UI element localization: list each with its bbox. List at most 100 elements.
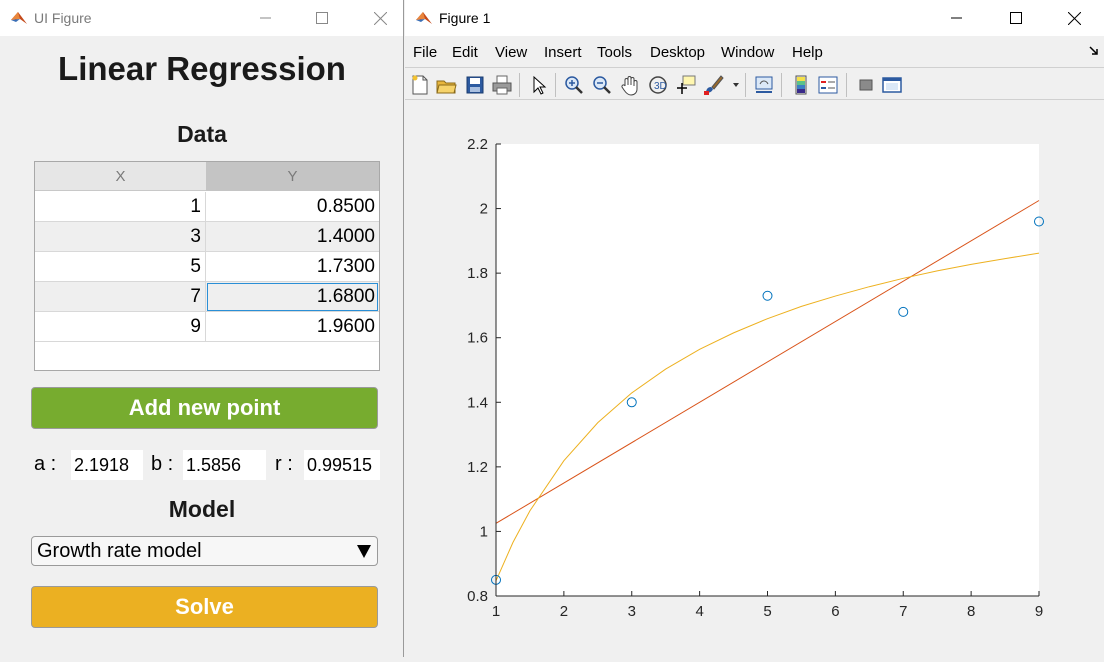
figure-window: Figure 1 File Edit View Insert Tools Des… xyxy=(405,0,1104,657)
x-tick-label: 3 xyxy=(628,603,636,620)
table-row[interactable]: 5 1.7300 xyxy=(35,252,379,282)
model-dropdown[interactable]: Growth rate model xyxy=(31,536,378,566)
a-field[interactable]: 2.1918 xyxy=(71,450,143,480)
cell-x[interactable]: 1 xyxy=(35,192,206,222)
maximize-button[interactable] xyxy=(993,0,1039,36)
zoom-out-icon[interactable] xyxy=(591,74,613,96)
close-button[interactable] xyxy=(357,0,403,36)
data-cursor-icon[interactable] xyxy=(675,74,697,96)
cell-x[interactable]: 7 xyxy=(35,282,206,312)
cell-y-selected[interactable]: 1.6800 xyxy=(206,282,379,312)
x-tick-label: 2 xyxy=(560,603,568,620)
print-icon[interactable] xyxy=(491,74,513,96)
x-tick-label: 1 xyxy=(492,603,500,620)
svg-text:3D: 3D xyxy=(654,81,667,92)
menu-desktop[interactable]: Desktop xyxy=(650,44,706,61)
model-dropdown-value: Growth rate model xyxy=(37,540,202,562)
menu-file[interactable]: File xyxy=(413,44,438,61)
y-tick-label: 0.8 xyxy=(467,588,488,605)
x-tick-label: 7 xyxy=(899,603,907,620)
colorbar-icon[interactable] xyxy=(790,74,812,96)
window-title: Figure 1 xyxy=(439,10,491,26)
zoom-in-icon[interactable] xyxy=(563,74,585,96)
hide-plot-tools-icon[interactable] xyxy=(855,74,877,96)
rotate-icon[interactable]: 3D xyxy=(647,74,669,96)
dropdown-arrow-icon xyxy=(357,545,371,558)
y-tick-label: 2 xyxy=(480,201,488,218)
cell-x[interactable]: 9 xyxy=(35,312,206,342)
open-file-icon[interactable] xyxy=(435,74,457,96)
table-header: X Y xyxy=(35,162,379,191)
b-field[interactable]: 1.5856 xyxy=(183,450,266,480)
x-tick-label: 6 xyxy=(831,603,839,620)
menu-help[interactable]: Help xyxy=(792,44,823,61)
menu-edit[interactable]: Edit xyxy=(452,44,478,61)
model-heading: Model xyxy=(168,496,236,522)
menu-tools[interactable]: Tools xyxy=(597,44,633,61)
menu-insert[interactable]: Insert xyxy=(544,44,582,61)
menu-view[interactable]: View xyxy=(495,44,528,61)
figure-toolbar: 3D xyxy=(405,67,1104,100)
menu-window[interactable]: Window xyxy=(721,44,775,61)
data-point xyxy=(626,397,637,408)
cell-x[interactable]: 3 xyxy=(35,222,206,252)
table-row[interactable]: 7 1.6800 xyxy=(35,282,379,312)
close-button[interactable] xyxy=(1051,0,1097,36)
legend-icon[interactable] xyxy=(817,74,839,96)
add-new-point-button[interactable]: Add new point xyxy=(31,387,378,429)
regression-plot[interactable]: 1 2 3 4 5 6 7 8 90.811.21.41.61.822.2 xyxy=(405,101,1104,657)
x-tick-label: 4 xyxy=(695,603,703,620)
column-header-x[interactable]: X xyxy=(115,168,126,185)
column-header-y[interactable]: Y xyxy=(206,162,379,191)
window-title: UI Figure xyxy=(34,10,92,26)
minimize-button[interactable] xyxy=(934,0,980,36)
pan-icon[interactable] xyxy=(619,74,641,96)
app-heading: Linear Regression xyxy=(58,50,346,87)
x-tick-label: 8 xyxy=(967,603,975,620)
table-row[interactable]: 1 0.8500 xyxy=(35,192,379,222)
figure-titlebar[interactable]: Figure 1 xyxy=(405,0,1104,36)
linear-fit-line xyxy=(495,200,1040,524)
data-point xyxy=(762,290,773,301)
dock-arrow-icon[interactable] xyxy=(1089,46,1099,56)
b-label: b : xyxy=(151,453,174,475)
cell-y[interactable]: 1.7300 xyxy=(316,256,375,277)
brush-icon[interactable] xyxy=(703,74,725,96)
r-label: r : xyxy=(275,453,293,475)
data-point xyxy=(1034,216,1044,227)
y-tick-label: 1.6 xyxy=(467,330,488,347)
axes-background xyxy=(496,144,1039,596)
table-row[interactable]: 9 1.9600 xyxy=(35,312,379,342)
y-tick-label: 1.4 xyxy=(467,394,488,411)
data-point xyxy=(898,306,909,317)
maximize-button[interactable] xyxy=(299,0,345,36)
data-table[interactable]: X Y 1 0.8500 3 1.4000 5 1.7300 7 1.6800 … xyxy=(34,161,380,371)
cell-x[interactable]: 5 xyxy=(35,252,206,282)
pointer-icon[interactable] xyxy=(528,74,550,96)
cell-y[interactable]: 1.9600 xyxy=(316,316,375,337)
y-tick-label: 1.2 xyxy=(467,459,488,476)
link-plot-icon[interactable] xyxy=(753,74,775,96)
new-figure-icon[interactable] xyxy=(409,74,431,96)
show-plot-tools-icon[interactable] xyxy=(881,74,903,96)
solve-button[interactable]: Solve xyxy=(31,586,378,628)
x-tick-label: 9 xyxy=(1035,603,1043,620)
ui-figure-titlebar[interactable]: UI Figure xyxy=(0,0,403,36)
save-icon[interactable] xyxy=(464,74,486,96)
a-label: a : xyxy=(34,453,57,475)
cell-y[interactable]: 1.4000 xyxy=(316,226,375,247)
data-heading: Data xyxy=(177,121,227,147)
matlab-icon xyxy=(416,12,432,24)
growth-fit-curve xyxy=(495,252,1040,582)
brush-dropdown-icon[interactable] xyxy=(733,83,739,87)
table-row[interactable]: 3 1.4000 xyxy=(35,222,379,252)
cell-y[interactable]: 0.8500 xyxy=(316,196,375,217)
y-tick-label: 1 xyxy=(480,523,488,540)
matlab-icon xyxy=(11,12,27,24)
r-field[interactable]: 0.99515 xyxy=(304,450,380,480)
minimize-button[interactable] xyxy=(243,0,289,36)
y-tick-label: 1.8 xyxy=(467,265,488,282)
ui-figure-window: UI Figure Linear Regression Data X Y 1 0… xyxy=(0,0,404,657)
figure-canvas: 1 2 3 4 5 6 7 8 9 0.8 1 1.2 1.4 1.6 1.8 2 2.2 xyxy=(405,101,1104,657)
x-tick-label: 5 xyxy=(763,603,771,620)
